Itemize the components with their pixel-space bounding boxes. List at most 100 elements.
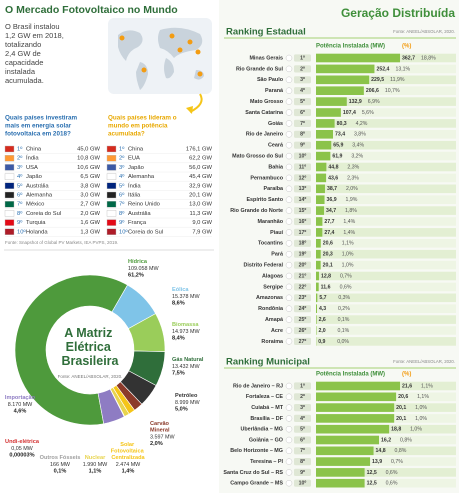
flag — [4, 219, 15, 226]
bar — [316, 282, 319, 292]
row-background — [316, 249, 456, 259]
percent-label: 11,9% — [390, 77, 405, 83]
rank-badge — [294, 425, 311, 433]
category-label: Minas Gerais — [249, 55, 283, 61]
bar — [316, 457, 371, 466]
percent-header: (%) — [402, 44, 411, 50]
percent-label: 3,2% — [351, 153, 363, 159]
row-background — [316, 304, 456, 313]
question: mundo em potência — [108, 123, 168, 130]
row-background — [316, 315, 456, 324]
segment-percent: 8,6% — [172, 300, 185, 306]
bar — [316, 446, 374, 456]
rank-badge — [294, 174, 311, 182]
percent-label: 0,3% — [338, 295, 350, 301]
rank-badge — [294, 382, 311, 390]
flag — [4, 228, 15, 236]
flag — [285, 469, 293, 476]
percent-label: 1,1% — [342, 241, 354, 247]
rank: 6º — [300, 437, 305, 443]
segment-percent: 0,1% — [54, 468, 67, 474]
flag — [285, 305, 293, 312]
value-label: 362,7 — [402, 55, 415, 61]
rank-badge — [294, 479, 311, 487]
flag — [4, 182, 15, 190]
segment-name: Biomassa — [172, 322, 199, 328]
rank: 4º — [300, 416, 305, 422]
rank-badge — [294, 76, 311, 84]
segment-name: Outros Fósseis — [40, 455, 81, 461]
flag — [4, 164, 15, 171]
rank-badge — [294, 228, 311, 236]
value-label: 12,5 — [367, 470, 377, 476]
category-label: Goiânia – GO — [249, 437, 283, 443]
rank: 1º — [119, 146, 125, 153]
bar — [316, 403, 395, 412]
flag — [285, 87, 293, 94]
rank-badge — [294, 163, 311, 171]
segment-value: 109.058 MW — [128, 266, 159, 272]
flag — [285, 382, 293, 390]
percent-label: 0,8% — [395, 448, 407, 454]
flag — [285, 54, 293, 62]
row-background — [316, 162, 456, 172]
category-label: Brasília – DF — [250, 416, 283, 422]
bar — [316, 260, 321, 270]
percent-label: 3,4% — [352, 143, 364, 149]
segment-percent: 1,4% — [122, 468, 135, 474]
segment-value: 3.597 MW — [150, 434, 175, 440]
category-label: Maranhão — [258, 219, 284, 225]
capacity: 32,9 GW — [189, 183, 212, 189]
world-title: O Mercado Fotovoltaico no Mundo — [5, 4, 178, 16]
value-label: 36,9 — [327, 197, 337, 203]
bar — [316, 293, 318, 303]
rank: 1º — [300, 383, 305, 389]
capacity: 45,4 GW — [189, 174, 212, 180]
flag — [285, 338, 293, 345]
intro-line: acumulada. — [5, 76, 44, 85]
percent-label: 3,8% — [354, 132, 366, 138]
flag — [4, 200, 15, 208]
row-background — [316, 337, 456, 346]
flag — [285, 65, 293, 73]
capacity: 3,8 GW — [80, 183, 100, 189]
rank: 18º — [299, 241, 307, 247]
rank: 21º — [299, 273, 307, 279]
segment-name: Hídrica — [128, 259, 148, 265]
row-background — [316, 130, 456, 139]
rank: 9º — [119, 219, 125, 226]
bar — [316, 173, 327, 183]
capacity: 56,0 GW — [189, 165, 212, 171]
category-label: Belo Horizonte – MG — [230, 448, 283, 454]
value-label: 27,7 — [324, 219, 334, 225]
percent-label: 0,8% — [400, 437, 412, 443]
flag — [4, 173, 15, 180]
rank: 14º — [299, 197, 307, 203]
value-label: 73,4 — [335, 132, 345, 138]
flag — [285, 458, 293, 465]
row-background — [316, 326, 456, 335]
percent-label: 1,0% — [415, 416, 427, 422]
capacity: 9,0 GW — [192, 220, 212, 226]
value-label: 11,6 — [321, 284, 331, 290]
capacity: 62,2 GW — [189, 156, 212, 162]
country: Holanda — [26, 229, 48, 235]
percent-label: 18,8% — [421, 55, 436, 61]
bar — [316, 392, 397, 402]
row-background — [316, 97, 456, 106]
rank-badge — [294, 207, 311, 215]
value-label: 13,9 — [372, 459, 382, 465]
flag — [285, 250, 293, 258]
row-background — [316, 217, 456, 226]
percent-label: 0,6% — [340, 284, 352, 290]
rank: 2º — [300, 66, 305, 72]
flag — [285, 415, 293, 422]
flag — [4, 145, 15, 153]
category-label: Pernambuco — [250, 175, 283, 181]
rank-badge — [294, 404, 311, 412]
segment-name: Nuclear — [85, 455, 106, 461]
category-label: Paraná — [265, 88, 284, 94]
bar — [316, 381, 400, 391]
rank: 10º — [119, 228, 128, 235]
